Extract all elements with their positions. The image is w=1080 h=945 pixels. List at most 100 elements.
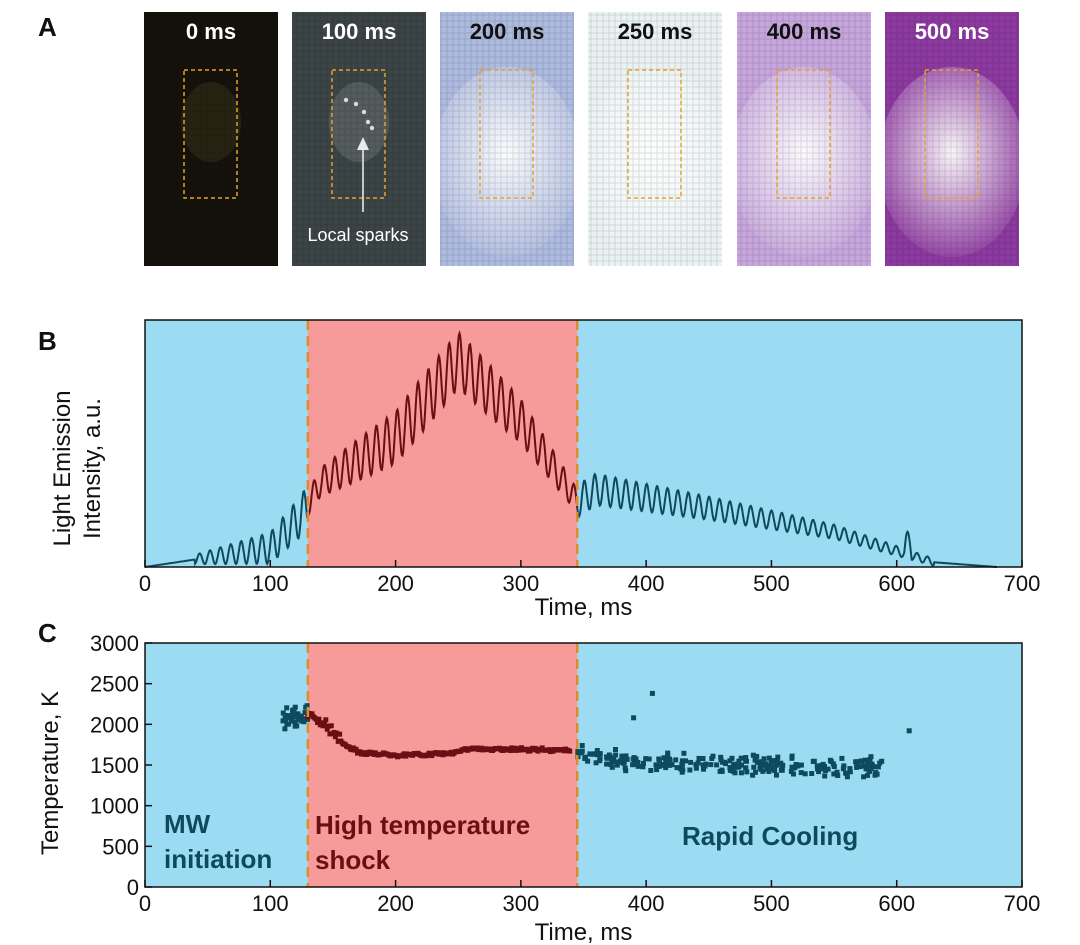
x-tick-label: 500 — [753, 891, 790, 916]
x-tick-label: 600 — [878, 891, 915, 916]
roi-box — [331, 69, 386, 199]
temperature-point — [817, 766, 823, 772]
temperature-point — [606, 752, 612, 758]
frame-strip: 0 ms 100 ms 200 ms 250 ms 400 ms 500 ms — [144, 12, 1026, 266]
temperature-point — [643, 756, 649, 762]
temperature-point — [282, 726, 288, 732]
temperature-point — [631, 755, 637, 761]
temperature-point — [763, 761, 769, 767]
roi-box — [479, 69, 534, 199]
temperature-point — [665, 750, 671, 756]
temperature-point — [754, 759, 760, 765]
temperature-point — [867, 768, 873, 774]
temperature-point — [814, 763, 820, 769]
temperature-point — [840, 766, 846, 772]
x-tick-label: 100 — [252, 571, 289, 596]
temperature-point — [700, 762, 706, 768]
region-label-cooling: Rapid Cooling — [682, 821, 858, 851]
temperature-point — [611, 757, 617, 763]
temperature-point — [865, 764, 871, 770]
panel-label-a: A — [38, 12, 57, 42]
temperature-point — [768, 760, 774, 766]
x-tick-label: 700 — [1004, 571, 1041, 596]
region-bg-initiation — [145, 320, 308, 567]
temperature-point — [831, 771, 837, 777]
temperature-point — [613, 747, 618, 752]
temperature-point — [631, 715, 637, 721]
temperature-point — [864, 759, 870, 765]
temperature-point — [665, 753, 671, 759]
temperature-point — [335, 738, 341, 744]
temperature-point — [321, 721, 327, 727]
temperature-point — [674, 765, 680, 771]
roi-box — [627, 69, 682, 199]
temperature-point — [323, 717, 329, 723]
temperature-point — [710, 753, 716, 759]
temperature-point — [630, 762, 636, 768]
region-bg-initiation — [145, 643, 308, 887]
temperature-point — [731, 762, 737, 768]
region-label-shock-line1: High temperature — [315, 810, 530, 840]
frame-time-label: 250 ms — [618, 19, 693, 44]
temperature-point — [292, 704, 298, 710]
temperature-point — [809, 771, 815, 776]
frame-5: 500 ms — [878, 12, 1026, 266]
temperature-point — [868, 754, 874, 760]
temperature-point — [719, 767, 725, 773]
emission-trace-cooling — [576, 472, 997, 568]
temperature-point — [641, 760, 646, 766]
roi-box — [776, 69, 831, 199]
temperature-point — [825, 766, 831, 772]
temperature-point — [827, 757, 833, 763]
frame-texture — [588, 12, 722, 266]
x-tick-label: 200 — [377, 571, 414, 596]
temperature-point — [679, 762, 685, 768]
temperature-point — [283, 713, 289, 719]
y-tick-label: 1500 — [90, 753, 139, 778]
frame-time-label: 100 ms — [322, 19, 397, 44]
temperature-point — [292, 723, 298, 729]
y-tick-label: 0 — [127, 875, 139, 900]
y-tick-label: 2500 — [90, 672, 139, 697]
temperature-point — [667, 762, 673, 768]
x-tick-label: 0 — [139, 891, 151, 916]
temperature-point — [701, 766, 706, 772]
temperature-point — [624, 756, 630, 762]
temperature-point — [729, 755, 735, 761]
temperature-point — [854, 764, 860, 770]
temperature-point — [779, 767, 785, 773]
temperature-point — [872, 772, 878, 778]
y-tick-label: 3000 — [90, 631, 139, 656]
temperature-point — [879, 758, 885, 764]
x-tick-label: 600 — [878, 571, 915, 596]
temperature-point — [618, 758, 624, 764]
temperature-point — [582, 756, 588, 761]
region-label-initiation-line2: initiation — [164, 844, 272, 874]
temperature-point — [695, 760, 701, 766]
temperature-point — [289, 718, 295, 724]
temperature-point — [667, 757, 673, 763]
x-tick-label: 300 — [502, 571, 539, 596]
temperature-point — [604, 761, 610, 767]
frame-texture — [737, 12, 871, 266]
temperature-point — [867, 756, 873, 762]
temperature-point — [324, 726, 330, 732]
panel-label-b: B — [38, 326, 57, 356]
temperature-point — [648, 768, 654, 773]
temperature-point — [663, 759, 669, 765]
temperature-point — [700, 756, 706, 761]
temperature-point — [869, 761, 875, 767]
temperature-point — [302, 710, 308, 716]
temperature-point — [714, 762, 720, 768]
temperature-point — [622, 765, 628, 771]
frame-texture — [144, 12, 278, 266]
temperature-point — [861, 763, 867, 769]
temperature-point — [280, 710, 286, 716]
roi-box — [924, 69, 979, 199]
local-sparks-annotation: Local sparks — [307, 225, 408, 245]
temperature-point — [750, 752, 756, 758]
temperature-point — [798, 762, 804, 768]
frame-time-label: 500 ms — [915, 19, 990, 44]
temperature-point — [841, 763, 847, 769]
temperature-point — [579, 743, 585, 748]
